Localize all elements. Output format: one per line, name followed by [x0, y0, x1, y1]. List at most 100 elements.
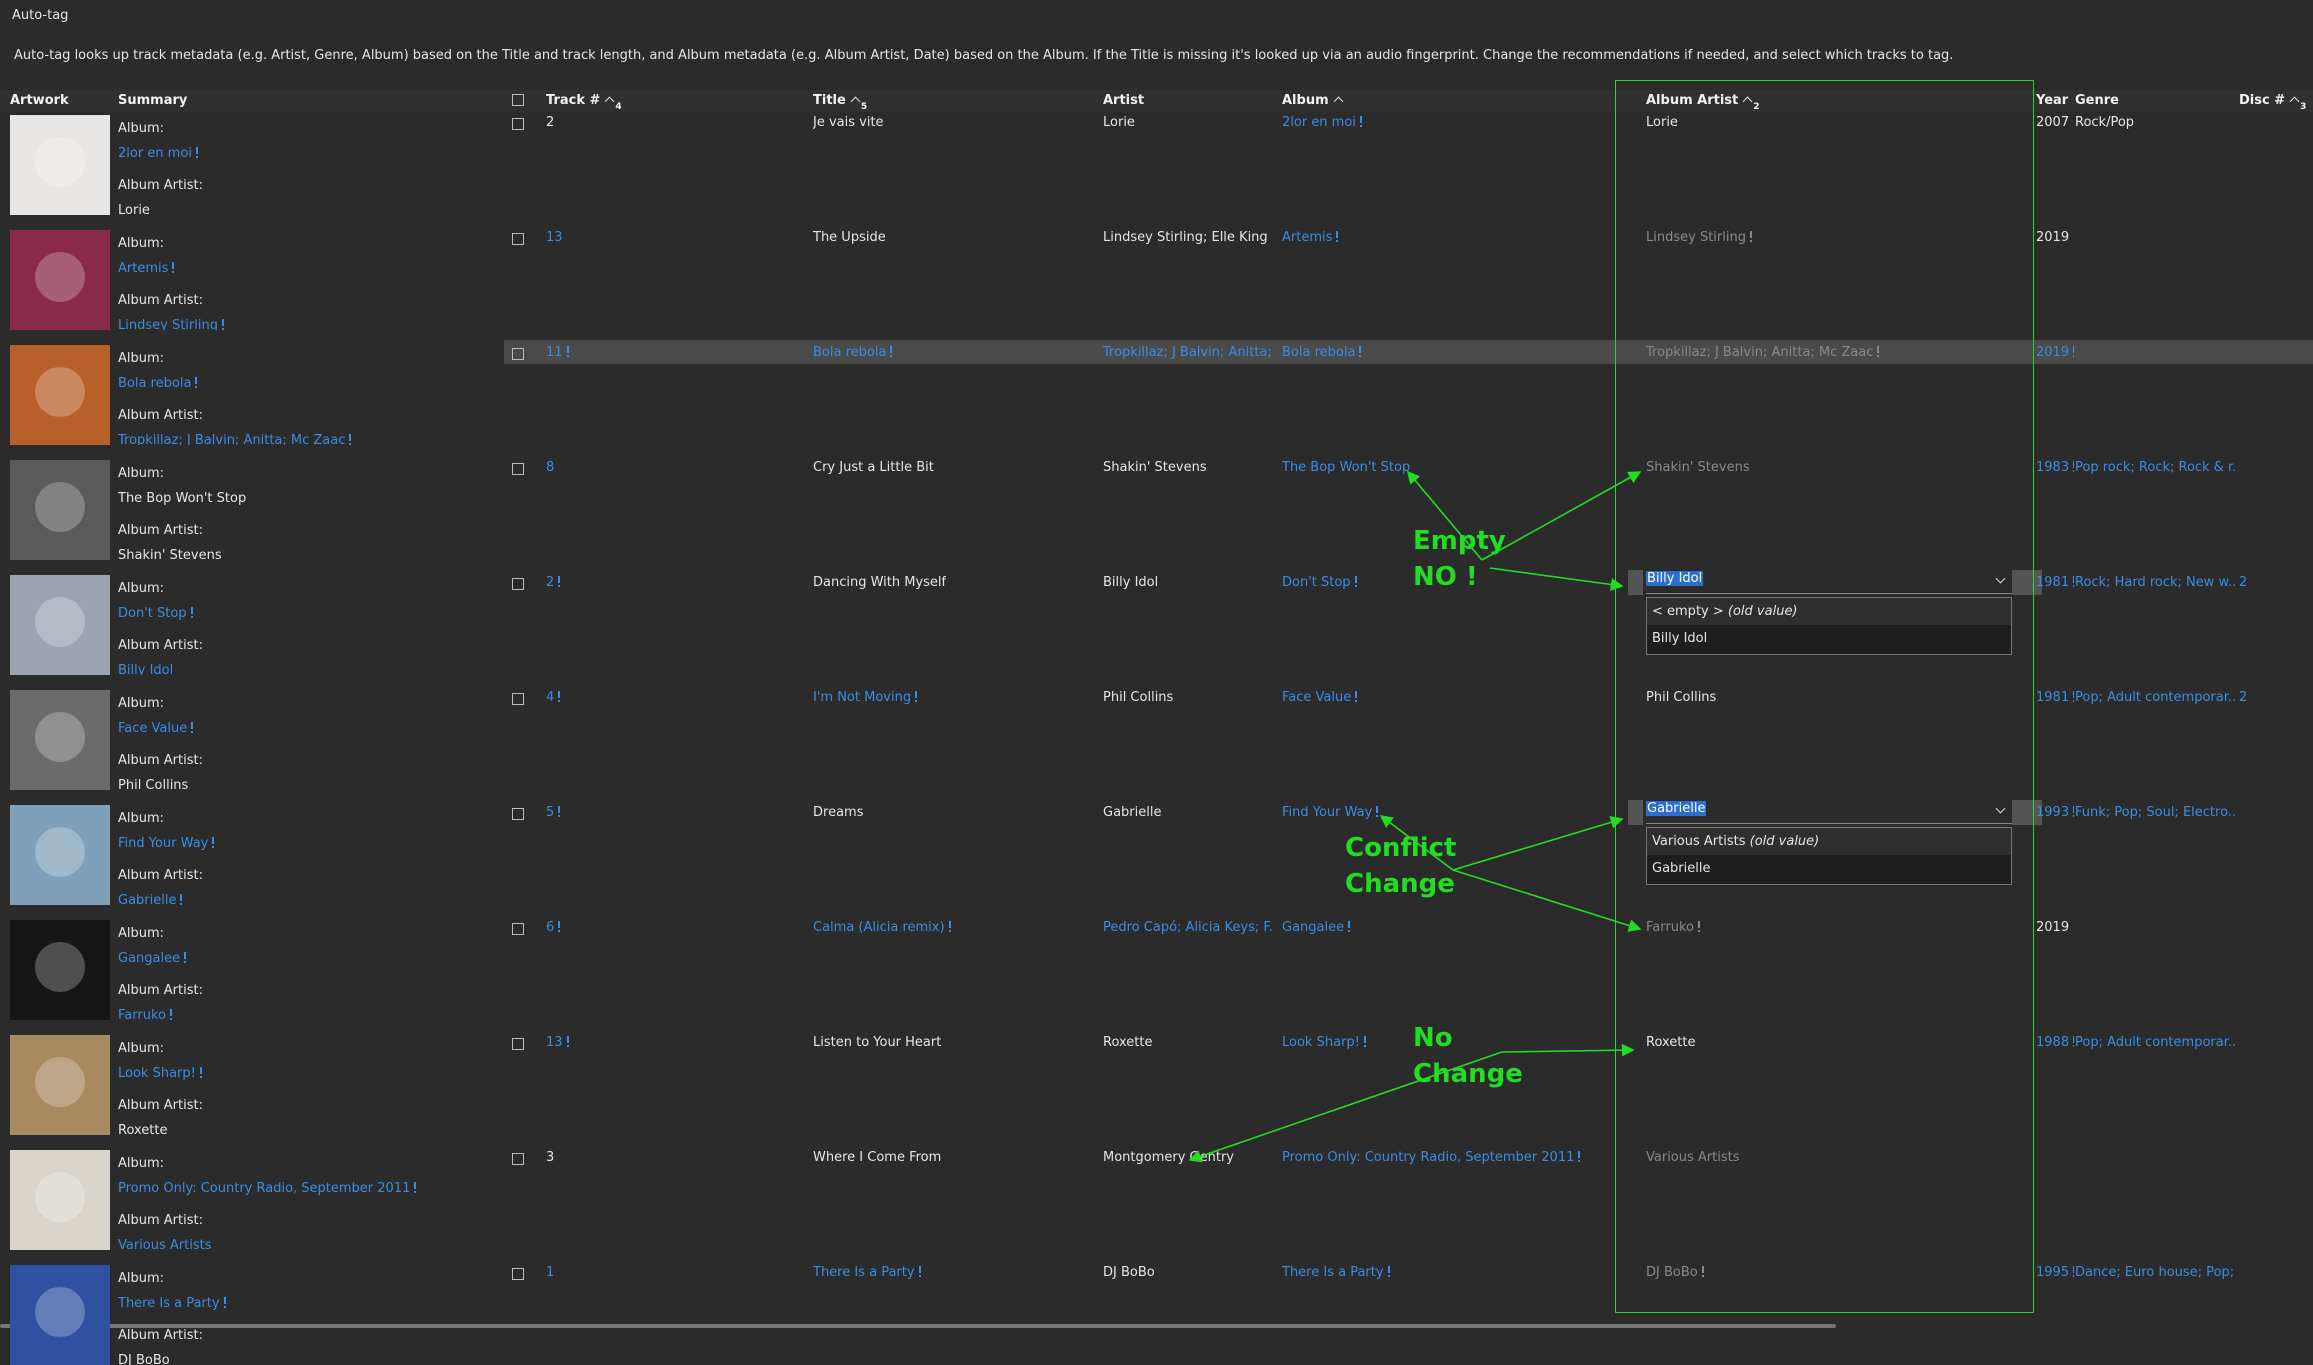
summary-album-artist: Tropkillaz; J Balvin; Anitta; Mc Zaac: [118, 433, 352, 445]
cell-genre: Pop; Adult contemporar...: [2075, 690, 2235, 705]
cell-album-artist: Various Artists: [1646, 1150, 1740, 1165]
cell-track: 1: [546, 1265, 554, 1280]
cell-text: 2007: [2036, 115, 2070, 130]
summary-album: Look Sharp!: [118, 1066, 202, 1081]
select-all-checkbox[interactable]: [512, 94, 524, 106]
change-marker: [1701, 1266, 1704, 1277]
summary: Album: Bola rebola Album Artist: Tropkillaz…: [118, 345, 508, 445]
cell-year: 1981: [2036, 690, 2074, 705]
dropdown-option[interactable]: Gabrielle: [1647, 855, 2011, 882]
summary-album-artist-text: Lorie: [118, 203, 150, 215]
cell-text: Artemis: [1282, 230, 1333, 245]
dropdown-list: < empty > (old value) Billy Idol: [1646, 597, 2012, 655]
column-label: Disc #: [2239, 93, 2286, 108]
change-marker: [349, 434, 352, 445]
summary-album-text: Gangalee: [118, 951, 181, 966]
summary-label: Album:: [118, 1156, 165, 1171]
cell-artist: Gabrielle: [1103, 805, 1161, 820]
change-marker: [1359, 116, 1362, 127]
cell-text: 2019: [2036, 345, 2070, 360]
summary-label: Album:: [118, 1041, 165, 1056]
dropdown-option[interactable]: Various Artists (old value): [1647, 828, 2011, 855]
cell-track: 13: [546, 230, 563, 245]
summary-album-artist: Roxette: [118, 1123, 168, 1135]
summary: Album: Don't Stop Album Artist: Billy Idol: [118, 575, 508, 675]
row-checkbox[interactable]: [512, 1038, 524, 1050]
artwork-inner: [35, 137, 85, 187]
artwork: [10, 1265, 110, 1365]
summary: Album: The Bop Won't Stop Album Artist: Sha…: [118, 460, 508, 560]
row-checkbox[interactable]: [512, 693, 524, 705]
row-checkbox[interactable]: [512, 118, 524, 130]
annotation-line: Conflict: [1345, 833, 1457, 863]
summary-album-artist: Lindsey Stirling: [118, 318, 224, 330]
cell-text: 2: [546, 575, 555, 590]
cell-text: Lindsey Stirling: [1646, 230, 1746, 245]
cell-text: Bola rebola: [1282, 345, 1356, 360]
column-label: Track #: [546, 93, 601, 108]
cell-track: 8: [546, 460, 554, 475]
option-text: Various Artists: [1652, 834, 1746, 849]
cell-title: The Upside: [813, 230, 886, 245]
dropdown-option[interactable]: < empty > (old value): [1647, 598, 2011, 625]
change-marker: [918, 1266, 921, 1277]
row-checkbox[interactable]: [512, 808, 524, 820]
column-label: Genre: [2075, 93, 2119, 108]
change-marker: [1877, 346, 1880, 357]
summary: Album: Gangalee Album Artist: Farruko: [118, 920, 508, 1020]
cell-text: 5: [546, 805, 555, 820]
cell-text: Gabrielle: [1103, 805, 1162, 820]
cell-text: Promo Only: Country Radio, September 201…: [1282, 1150, 1575, 1165]
cell-title: Bola rebola: [813, 345, 893, 360]
cell-album-artist: Tropkillaz; J Balvin; Anitta; Mc Zaac: [1646, 345, 1880, 360]
scrollbar[interactable]: [0, 1324, 1836, 1328]
row-checkbox[interactable]: [512, 1153, 524, 1165]
summary-album: Artemis: [118, 261, 175, 276]
summary-label: Album Artist:: [118, 868, 203, 883]
cell-text: 2: [546, 115, 555, 130]
row-checkbox[interactable]: [512, 233, 524, 245]
album-artist-dropdown[interactable]: Billy Idol: [1646, 571, 2012, 594]
cell-text: 2019: [2036, 230, 2070, 245]
column-label: Artwork: [10, 93, 69, 108]
cell-text: Find Your Way: [1282, 805, 1373, 820]
cell-text: 6: [546, 920, 555, 935]
selected-row: [504, 340, 2313, 364]
album-artist-dropdown[interactable]: Gabrielle: [1646, 801, 2012, 824]
change-marker: [1363, 1036, 1366, 1047]
dropdown-option[interactable]: Billy Idol: [1647, 625, 2011, 652]
cell-text: 1983: [2036, 460, 2070, 475]
cell-title: Dreams: [813, 805, 863, 820]
cell-album: Promo Only: Country Radio, September 201…: [1282, 1150, 1581, 1165]
summary-label: Album:: [118, 926, 165, 941]
row-checkbox[interactable]: [512, 578, 524, 590]
cell-title: Cry Just a Little Bit: [813, 460, 934, 475]
change-marker: [199, 1067, 202, 1078]
cell-disc: 2: [2239, 690, 2247, 705]
summary-album-text: Look Sharp!: [118, 1066, 196, 1081]
cell-album-artist: Farruko: [1646, 920, 1700, 935]
row-checkbox[interactable]: [512, 463, 524, 475]
cell-year: 2007: [2036, 115, 2069, 130]
artwork-inner: [35, 1172, 85, 1222]
row-checkbox[interactable]: [512, 348, 524, 360]
cell-text: There Is a Party: [1282, 1265, 1384, 1280]
cell-text: 2019: [2036, 920, 2070, 935]
cell-album: Don't Stop: [1282, 575, 1357, 590]
row-checkbox[interactable]: [512, 923, 524, 935]
row-checkbox[interactable]: [512, 1268, 524, 1280]
annotation-line: NO !: [1413, 562, 1478, 592]
cell-text: The Upside: [813, 230, 886, 245]
summary-label: Album Artist:: [118, 983, 203, 998]
cell-title: Je vais vite: [813, 115, 884, 130]
summary: Album: Artemis Album Artist: Lindsey Stirli…: [118, 230, 508, 330]
cell-title: Listen to Your Heart: [813, 1035, 941, 1050]
cell-text: Farruko: [1646, 920, 1694, 935]
change-marker: [558, 691, 561, 702]
column-header: Title 5: [813, 93, 867, 112]
annotation-line: No: [1413, 1023, 1453, 1053]
change-marker: [1354, 576, 1357, 587]
cell-text: Face Value: [1282, 690, 1352, 705]
cell-text: Roxette: [1103, 1035, 1153, 1050]
summary-album-text: Don't Stop: [118, 606, 187, 621]
